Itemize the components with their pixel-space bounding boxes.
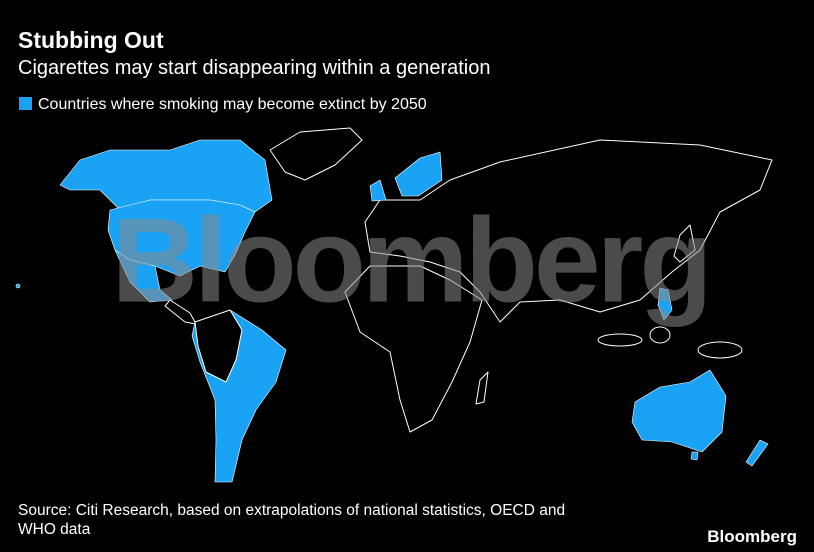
highlighted-region xyxy=(59,139,273,213)
legend-label: Countries where smoking may become extin… xyxy=(38,96,427,113)
brand-logo: Bloomberg xyxy=(707,527,797,546)
landmass xyxy=(364,139,773,323)
landmass xyxy=(597,333,643,347)
landmass xyxy=(475,371,489,405)
highlighted-region xyxy=(657,287,673,321)
landmass xyxy=(164,299,197,325)
landmass xyxy=(344,265,483,433)
landmass xyxy=(649,326,671,344)
landmass xyxy=(194,309,243,383)
highlighted-region xyxy=(394,151,443,197)
source: Source: Citi Research, based on extrapol… xyxy=(18,502,565,519)
highlighted-region xyxy=(369,179,387,202)
landmass xyxy=(269,127,363,181)
highlighted-region xyxy=(15,283,21,289)
highlighted-region xyxy=(114,249,173,303)
title: Stubbing Out xyxy=(18,27,164,53)
legend-swatch xyxy=(19,97,32,110)
highlighted-region xyxy=(745,439,769,467)
subtitle: Cigarettes may start disappearing within… xyxy=(18,57,490,79)
landmass xyxy=(673,224,696,263)
highlighted-region xyxy=(690,451,699,461)
source: WHO data xyxy=(18,521,91,538)
watermark: Bloomberg xyxy=(111,194,708,328)
map xyxy=(15,127,773,483)
highlighted-region xyxy=(631,369,727,453)
landmass xyxy=(697,341,743,359)
